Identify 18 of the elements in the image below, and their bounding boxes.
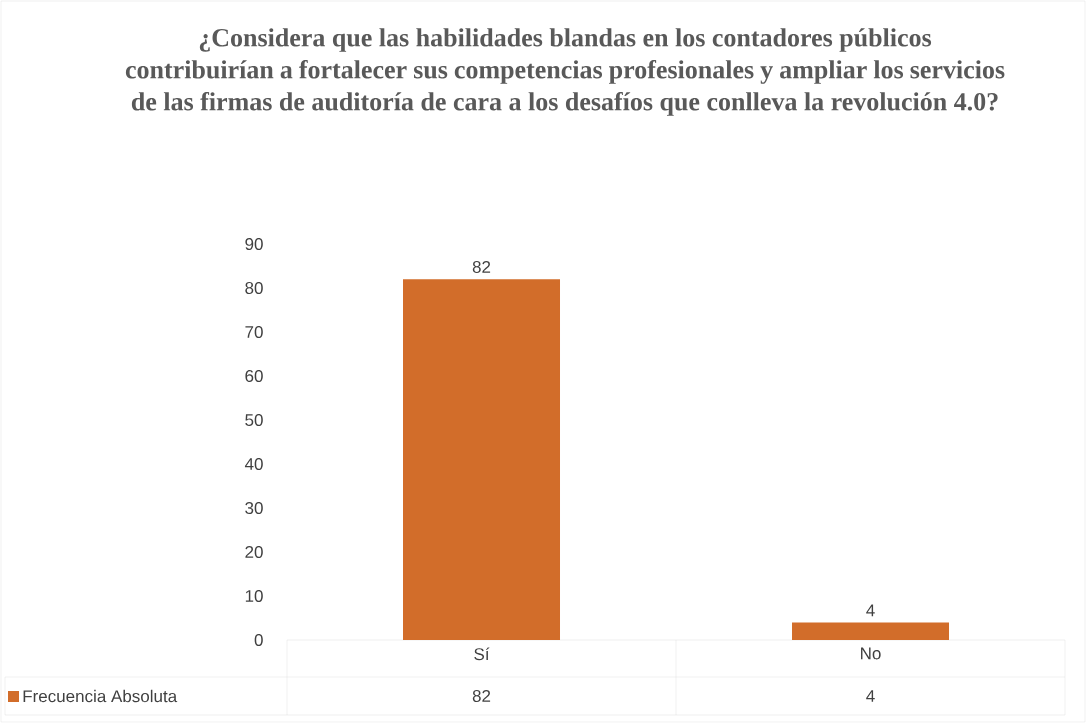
y-tick-label: 0 xyxy=(254,633,263,647)
y-tick-label: 80 xyxy=(245,281,263,295)
x-tick-label: Sí xyxy=(474,647,490,661)
y-tick-label: 90 xyxy=(245,237,263,251)
legend-label: Frecuencia Absoluta xyxy=(23,689,178,703)
data-label: 82 xyxy=(472,689,491,703)
x-tick-label: No xyxy=(861,647,881,660)
y-tick-label: 60 xyxy=(245,369,263,383)
data-label: 4 xyxy=(866,690,875,702)
y-tick-label: 50 xyxy=(245,413,263,427)
text: 4 xyxy=(866,604,875,617)
y-tick-label: 10 xyxy=(245,589,263,603)
y-tick-label: 40 xyxy=(244,457,263,471)
text: 82 xyxy=(472,260,491,274)
y-tick-label: 30 xyxy=(245,501,263,515)
y-tick-label: 20 xyxy=(245,545,263,559)
chart-title: ¿Considera que las habilidades blandas en los contadores públicos contribuirían a fortalecer sus competencias profesionales y ampliar los servicios de las firmas de auditoría de cara a los desafíos que conlleva la revolución 4.0? xyxy=(125,28,1005,116)
y-tick-label: 70 xyxy=(245,325,263,339)
